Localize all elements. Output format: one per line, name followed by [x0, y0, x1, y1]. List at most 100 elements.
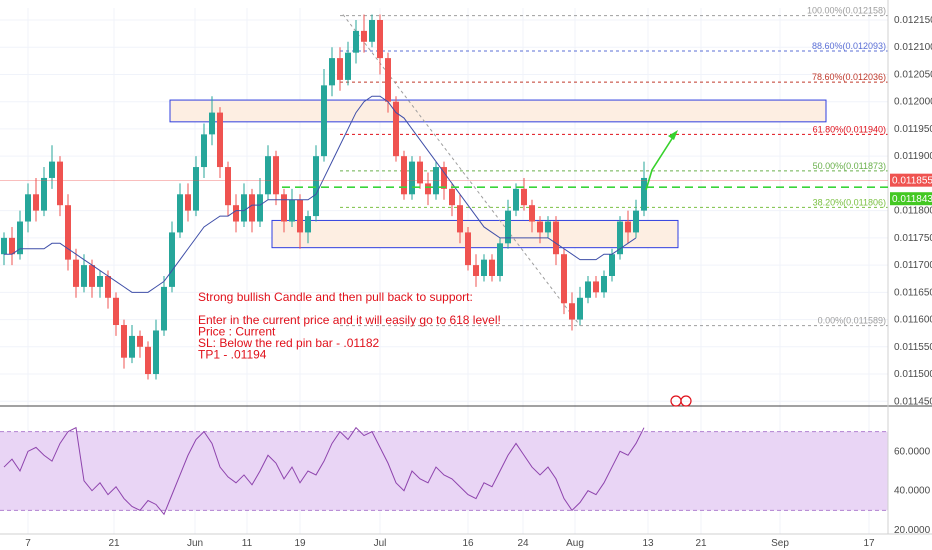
candle-body — [609, 254, 615, 276]
rsi-tick-label: 40.0000 — [894, 486, 931, 497]
candle-body — [1, 237, 7, 255]
ma-line — [4, 95, 637, 293]
candle-body — [353, 30, 359, 53]
candle-body — [361, 30, 367, 42]
candle-body — [241, 194, 247, 222]
candle-body — [201, 134, 207, 168]
candle-body — [473, 265, 479, 276]
candle-body — [57, 161, 63, 206]
time-tick-label: Jul — [374, 538, 387, 549]
fib-level-label: 78.60%(0.012036) — [812, 72, 886, 82]
price-tags: 0.011855 0.011843 — [890, 173, 932, 206]
trade-note-line: Price : Current — [198, 325, 276, 339]
candle-body — [617, 221, 623, 255]
time-tick-label: 17 — [863, 538, 875, 549]
candle-body — [345, 52, 351, 80]
price-tick-label: 0.011650 — [894, 287, 932, 298]
trade-note-line: Strong bullish Candle and then pull back… — [198, 290, 473, 304]
zone-rectangle — [271, 219, 679, 249]
logo-icon[interactable] — [670, 395, 692, 407]
candle-body — [385, 58, 391, 102]
price-tick-label: 0.011750 — [894, 233, 932, 244]
candle-body — [569, 303, 575, 320]
rsi-band — [0, 431, 888, 511]
candle-body — [633, 210, 639, 233]
candle-body — [105, 275, 111, 298]
candle-body — [73, 259, 79, 287]
candle-body — [393, 101, 399, 157]
candle-body — [561, 254, 567, 304]
candle-body — [41, 177, 47, 211]
price-tick-label: 0.011550 — [894, 342, 932, 353]
fibonacci-retracement[interactable]: 100.00%(0.012158) 88.60%(0.012093) 78.60%(… — [340, 6, 888, 327]
current-price-tag — [890, 173, 932, 187]
time-tick-label: 21 — [695, 538, 707, 549]
price-tick-label: 0.012100 — [894, 42, 932, 53]
candle-body — [505, 210, 511, 244]
candle-body — [409, 161, 415, 195]
candle-body — [553, 221, 559, 255]
candle-body — [265, 156, 271, 195]
rsi-line — [3, 426, 645, 516]
time-tick-label: 24 — [517, 538, 529, 549]
candle-body — [233, 205, 239, 222]
candle-body — [273, 156, 279, 195]
candle-body — [585, 281, 591, 298]
candle-body — [377, 19, 383, 59]
candle-body — [481, 259, 487, 276]
price-tick-label: 0.011450 — [894, 396, 932, 407]
candle-body — [593, 281, 599, 293]
candle-body — [305, 216, 311, 233]
candle-body — [321, 85, 327, 157]
candle-body — [289, 199, 295, 222]
candle-body — [225, 167, 231, 206]
trade-note-line: TP1 - .01194 — [198, 348, 267, 362]
candle-body — [529, 205, 535, 222]
candle-body — [65, 205, 71, 260]
candle-body — [217, 112, 223, 168]
candle-body — [441, 167, 447, 189]
candle-body — [329, 58, 335, 86]
candle-body — [313, 156, 319, 217]
time-tick-label: 16 — [462, 538, 474, 549]
moving-average — [4, 95, 637, 293]
candle-body — [601, 275, 607, 293]
price-tick-label: 0.011600 — [894, 315, 932, 326]
target-arrow-head — [668, 130, 678, 140]
candlestick-series — [1, 14, 647, 380]
candle-body — [129, 335, 135, 358]
candle-body — [545, 221, 551, 233]
price-tick-label: 0.011950 — [894, 124, 932, 135]
fib-level-label: 0.00%(0.011589) — [818, 316, 886, 326]
candle-body — [49, 161, 55, 178]
candle-body — [577, 297, 583, 320]
support-resistance-zones[interactable] — [169, 99, 827, 249]
price-tick-label: 0.012150 — [894, 15, 932, 26]
time-tick-label: Aug — [566, 538, 584, 549]
fib-trend-line — [342, 14, 581, 326]
current-price-tag-label: 0.011855 — [892, 176, 932, 187]
candle-body — [521, 188, 527, 206]
fib-level-label: 50.00%(0.011873) — [813, 161, 886, 171]
candle-body — [369, 19, 375, 42]
candle-body — [297, 199, 303, 233]
candle-body — [257, 194, 263, 222]
candle-body — [97, 275, 103, 287]
drawings[interactable] — [0, 130, 888, 191]
candle-body — [113, 297, 119, 326]
trade-note-line: SL: Below the red pin bar - .01182 — [198, 336, 380, 350]
fib-level-label: 88.60%(0.012093) — [812, 41, 886, 51]
candle-body — [17, 221, 23, 255]
trade-note: Strong bullish Candle and then pull back… — [198, 290, 501, 362]
candle-body — [337, 58, 343, 80]
candle-body — [25, 194, 31, 222]
candle-body — [513, 188, 519, 211]
time-tick-label: 21 — [108, 538, 120, 549]
time-tick-label: 11 — [242, 538, 253, 549]
target-arrow-line — [645, 133, 676, 191]
time-tick-label: 7 — [25, 538, 31, 549]
candle-body — [449, 188, 455, 206]
price-tick-label: 0.012050 — [894, 69, 932, 80]
